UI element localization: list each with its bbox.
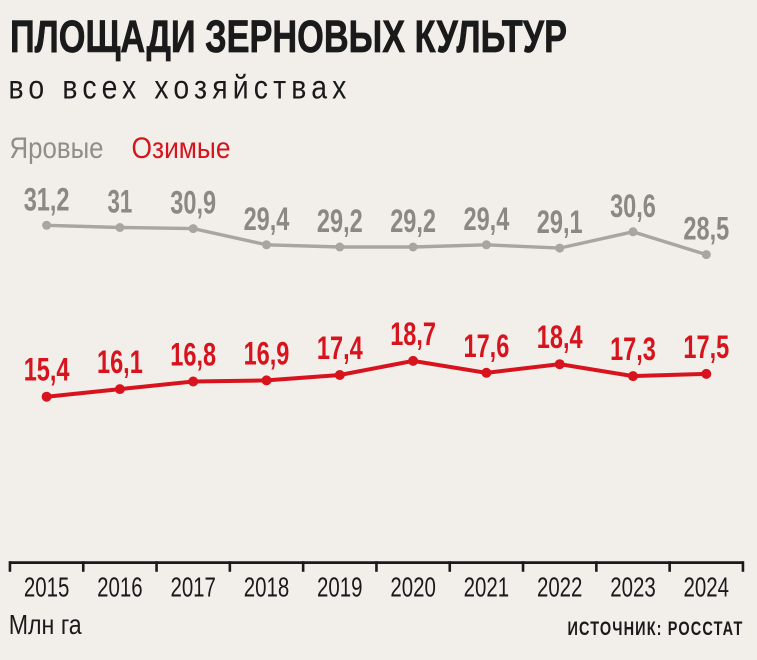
svg-text:28,5: 28,5 bbox=[683, 211, 729, 247]
svg-text:17,3: 17,3 bbox=[610, 331, 656, 367]
svg-text:15,4: 15,4 bbox=[24, 352, 70, 388]
svg-text:2021: 2021 bbox=[464, 572, 510, 603]
svg-text:2024: 2024 bbox=[684, 572, 730, 603]
svg-text:17,4: 17,4 bbox=[317, 330, 363, 366]
svg-text:31,2: 31,2 bbox=[24, 181, 70, 217]
svg-text:Яровые: Яровые bbox=[10, 132, 104, 165]
svg-text:2017: 2017 bbox=[170, 572, 216, 603]
svg-text:29,4: 29,4 bbox=[464, 201, 510, 237]
svg-text:2023: 2023 bbox=[610, 572, 656, 603]
svg-text:ПЛОЩАДИ ЗЕРНОВЫХ КУЛЬТУР: ПЛОЩАДИ ЗЕРНОВЫХ КУЛЬТУР bbox=[10, 11, 567, 62]
svg-text:18,4: 18,4 bbox=[537, 319, 583, 355]
svg-text:16,1: 16,1 bbox=[97, 344, 143, 380]
svg-text:во всех хозяйствах: во всех хозяйствах bbox=[9, 70, 352, 107]
svg-text:2020: 2020 bbox=[390, 572, 436, 603]
svg-text:ИСТОЧНИК: РОССТАТ: ИСТОЧНИК: РОССТАТ bbox=[568, 619, 744, 640]
svg-text:29,4: 29,4 bbox=[244, 201, 290, 237]
svg-text:29,2: 29,2 bbox=[390, 203, 436, 239]
svg-text:30,9: 30,9 bbox=[170, 185, 216, 221]
svg-text:30,6: 30,6 bbox=[610, 188, 656, 224]
svg-text:29,2: 29,2 bbox=[317, 203, 363, 239]
svg-text:2019: 2019 bbox=[317, 572, 363, 603]
svg-text:Млн га: Млн га bbox=[9, 609, 83, 640]
svg-text:2015: 2015 bbox=[24, 572, 70, 603]
svg-text:16,8: 16,8 bbox=[170, 337, 216, 373]
svg-text:2018: 2018 bbox=[244, 572, 290, 603]
svg-text:29,1: 29,1 bbox=[537, 204, 583, 240]
svg-text:17,5: 17,5 bbox=[683, 329, 729, 365]
svg-text:18,7: 18,7 bbox=[390, 316, 436, 352]
svg-text:31: 31 bbox=[108, 184, 133, 220]
svg-text:16,9: 16,9 bbox=[244, 335, 290, 371]
svg-text:17,6: 17,6 bbox=[464, 328, 510, 364]
svg-text:2022: 2022 bbox=[537, 572, 583, 603]
svg-text:Озимые: Озимые bbox=[132, 132, 231, 165]
svg-text:2016: 2016 bbox=[97, 572, 143, 603]
